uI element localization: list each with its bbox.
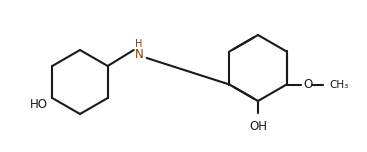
Text: O: O xyxy=(304,78,313,91)
Text: OH: OH xyxy=(249,120,267,133)
Text: HO: HO xyxy=(30,98,48,112)
Text: CH₃: CH₃ xyxy=(330,81,349,90)
Text: H: H xyxy=(135,39,142,49)
Text: N: N xyxy=(135,48,143,62)
